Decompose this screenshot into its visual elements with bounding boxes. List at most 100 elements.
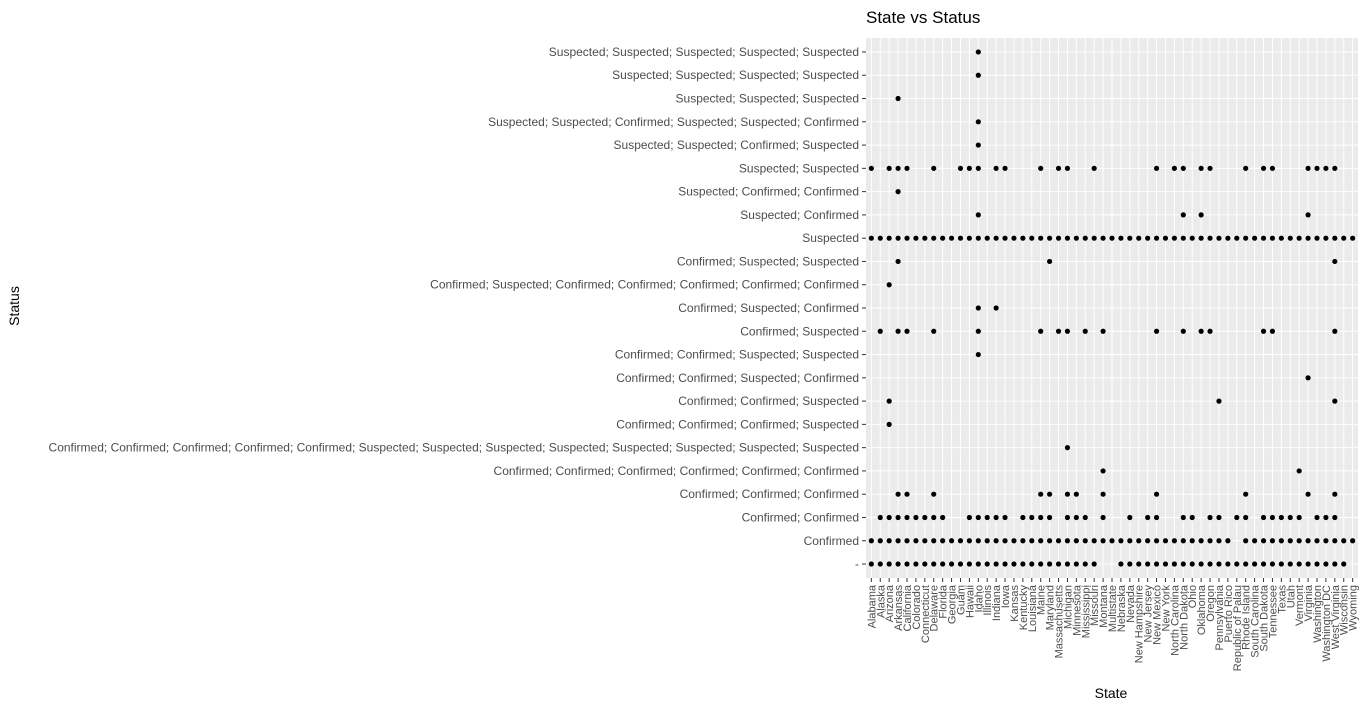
data-point	[922, 538, 928, 544]
data-point	[1100, 328, 1106, 334]
y-tick-label: Confirmed; Suspected	[740, 324, 859, 338]
y-tick-label: Suspected; Suspected; Suspected	[676, 92, 859, 106]
data-point	[1323, 514, 1329, 521]
data-point	[1198, 212, 1204, 218]
data-point	[1153, 514, 1160, 521]
data-point	[913, 561, 919, 567]
data-point	[1064, 165, 1071, 171]
x-tick-label: New Jersey	[1143, 585, 1155, 643]
x-tick-label: Maryland	[1045, 585, 1057, 630]
data-point	[948, 561, 955, 567]
data-point	[1305, 538, 1311, 544]
y-tick-label: Confirmed; Confirmed; Suspected	[678, 394, 859, 408]
data-point	[1029, 514, 1035, 521]
x-tick-label: Kansas	[1009, 585, 1021, 622]
data-point	[1145, 514, 1151, 521]
x-axis-title: State	[1094, 685, 1128, 701]
data-point	[1180, 328, 1186, 334]
x-tick-label: Rhode Island	[1241, 585, 1253, 650]
data-point	[1002, 165, 1008, 171]
data-point	[1171, 165, 1177, 171]
y-tick-label: Confirmed; Confirmed; Confirmed	[680, 487, 859, 501]
data-point	[931, 165, 937, 171]
data-point	[1002, 561, 1008, 567]
data-point	[1296, 468, 1302, 474]
data-point	[1073, 561, 1079, 567]
data-point	[904, 538, 910, 544]
data-point	[1064, 445, 1071, 451]
data-point	[1047, 514, 1053, 521]
data-point	[1153, 328, 1160, 334]
data-point	[1136, 538, 1142, 544]
data-point	[1314, 235, 1320, 241]
y-tick-label: Confirmed; Suspected; Confirmed; Confirm…	[430, 278, 859, 292]
data-point	[1055, 561, 1062, 567]
data-point	[1243, 235, 1249, 241]
data-point	[993, 165, 999, 171]
data-point	[1020, 538, 1026, 544]
data-point	[940, 235, 946, 241]
data-point	[1038, 165, 1044, 171]
data-point	[1269, 165, 1276, 171]
data-point	[948, 538, 955, 544]
data-point	[886, 235, 892, 241]
data-point	[1278, 514, 1284, 521]
data-point	[1341, 561, 1347, 567]
data-point	[1341, 538, 1347, 544]
data-point	[1153, 561, 1160, 567]
data-point	[1278, 235, 1284, 241]
data-point	[895, 514, 901, 521]
data-point	[1323, 235, 1329, 241]
data-point	[1011, 235, 1017, 241]
x-tick-label: North Dakota	[1178, 584, 1190, 650]
data-point	[1243, 514, 1249, 521]
data-point	[1260, 538, 1267, 544]
y-tick-label: Suspected; Suspected; Confirmed; Suspect…	[614, 138, 859, 152]
x-tick-label: Washington DC	[1321, 585, 1333, 662]
data-point	[966, 165, 972, 171]
data-point	[1153, 165, 1160, 171]
x-tick-label: Nebraska	[1116, 584, 1128, 632]
data-point	[1287, 538, 1293, 544]
data-point	[1055, 328, 1062, 334]
data-point	[1332, 561, 1338, 567]
y-tick-label: Confirmed; Confirmed; Confirmed; Confirm…	[494, 464, 859, 478]
data-point	[1064, 235, 1071, 241]
data-point	[1287, 235, 1293, 241]
data-point	[1020, 561, 1026, 567]
data-point	[877, 538, 883, 544]
data-point	[1073, 538, 1079, 544]
data-point	[975, 235, 981, 241]
data-point	[1234, 514, 1240, 521]
data-point	[1064, 514, 1071, 521]
data-point	[1323, 538, 1329, 544]
data-point	[1260, 328, 1267, 334]
data-point	[1207, 514, 1213, 521]
data-point	[1038, 538, 1044, 544]
data-point	[904, 328, 910, 334]
data-point	[1269, 235, 1276, 241]
data-point	[1296, 538, 1302, 544]
data-point	[1207, 165, 1213, 171]
data-point	[1260, 165, 1267, 171]
y-tick-label: Confirmed; Confirmed	[742, 510, 859, 524]
data-point	[1055, 538, 1062, 544]
data-point	[957, 561, 964, 567]
data-point	[877, 328, 883, 334]
x-tick-label: Mississippi	[1080, 585, 1092, 638]
data-point	[1207, 561, 1213, 567]
data-point	[1332, 235, 1338, 241]
x-tick-label: Puerto Rico	[1223, 585, 1235, 642]
x-tick-label: North Carolina	[1169, 584, 1181, 656]
data-point	[1287, 561, 1293, 567]
data-point	[984, 514, 990, 521]
data-point	[1260, 235, 1267, 241]
x-tick-label: Maine	[1036, 585, 1048, 615]
data-point	[931, 538, 937, 544]
data-point	[1305, 375, 1311, 381]
data-point	[931, 235, 937, 241]
y-tick-label: Confirmed; Confirmed; Suspected; Suspect…	[615, 348, 859, 362]
x-tick-label: Louisiana	[1027, 584, 1039, 632]
y-tick-label: Suspected; Confirmed; Confirmed	[678, 185, 859, 199]
data-point	[1153, 235, 1160, 241]
